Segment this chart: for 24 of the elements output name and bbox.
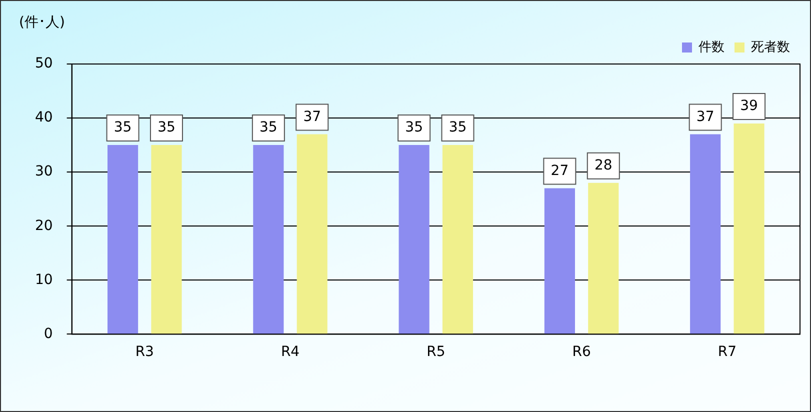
data-label: 35	[158, 120, 176, 136]
y-tick-label: 0	[44, 326, 53, 342]
y-axis-title: (件･人)	[19, 14, 65, 31]
legend-label: 件数	[698, 40, 724, 55]
data-label: 37	[303, 108, 322, 125]
x-tick-label: R7	[718, 344, 736, 360]
x-tick-label: R4	[280, 344, 300, 360]
x-tick-label: R6	[572, 344, 591, 360]
y-tick-label: 30	[34, 164, 53, 180]
legend-label: 死者数	[751, 40, 790, 55]
data-label: 39	[740, 98, 758, 114]
y-tick-label: 50	[34, 56, 53, 72]
x-tick-label: R3	[135, 344, 154, 360]
data-label: 27	[550, 162, 569, 179]
y-tick-label: 20	[34, 218, 53, 234]
data-label: 28	[594, 158, 612, 174]
x-tick-label: R5	[426, 344, 446, 360]
y-tick-label: 40	[34, 110, 53, 126]
data-label: 35	[405, 120, 423, 136]
data-label: 35	[260, 120, 278, 136]
y-tick-label: 10	[34, 272, 53, 288]
data-label: 35	[448, 120, 467, 136]
data-label: 35	[114, 120, 132, 136]
data-label: 37	[696, 108, 714, 125]
